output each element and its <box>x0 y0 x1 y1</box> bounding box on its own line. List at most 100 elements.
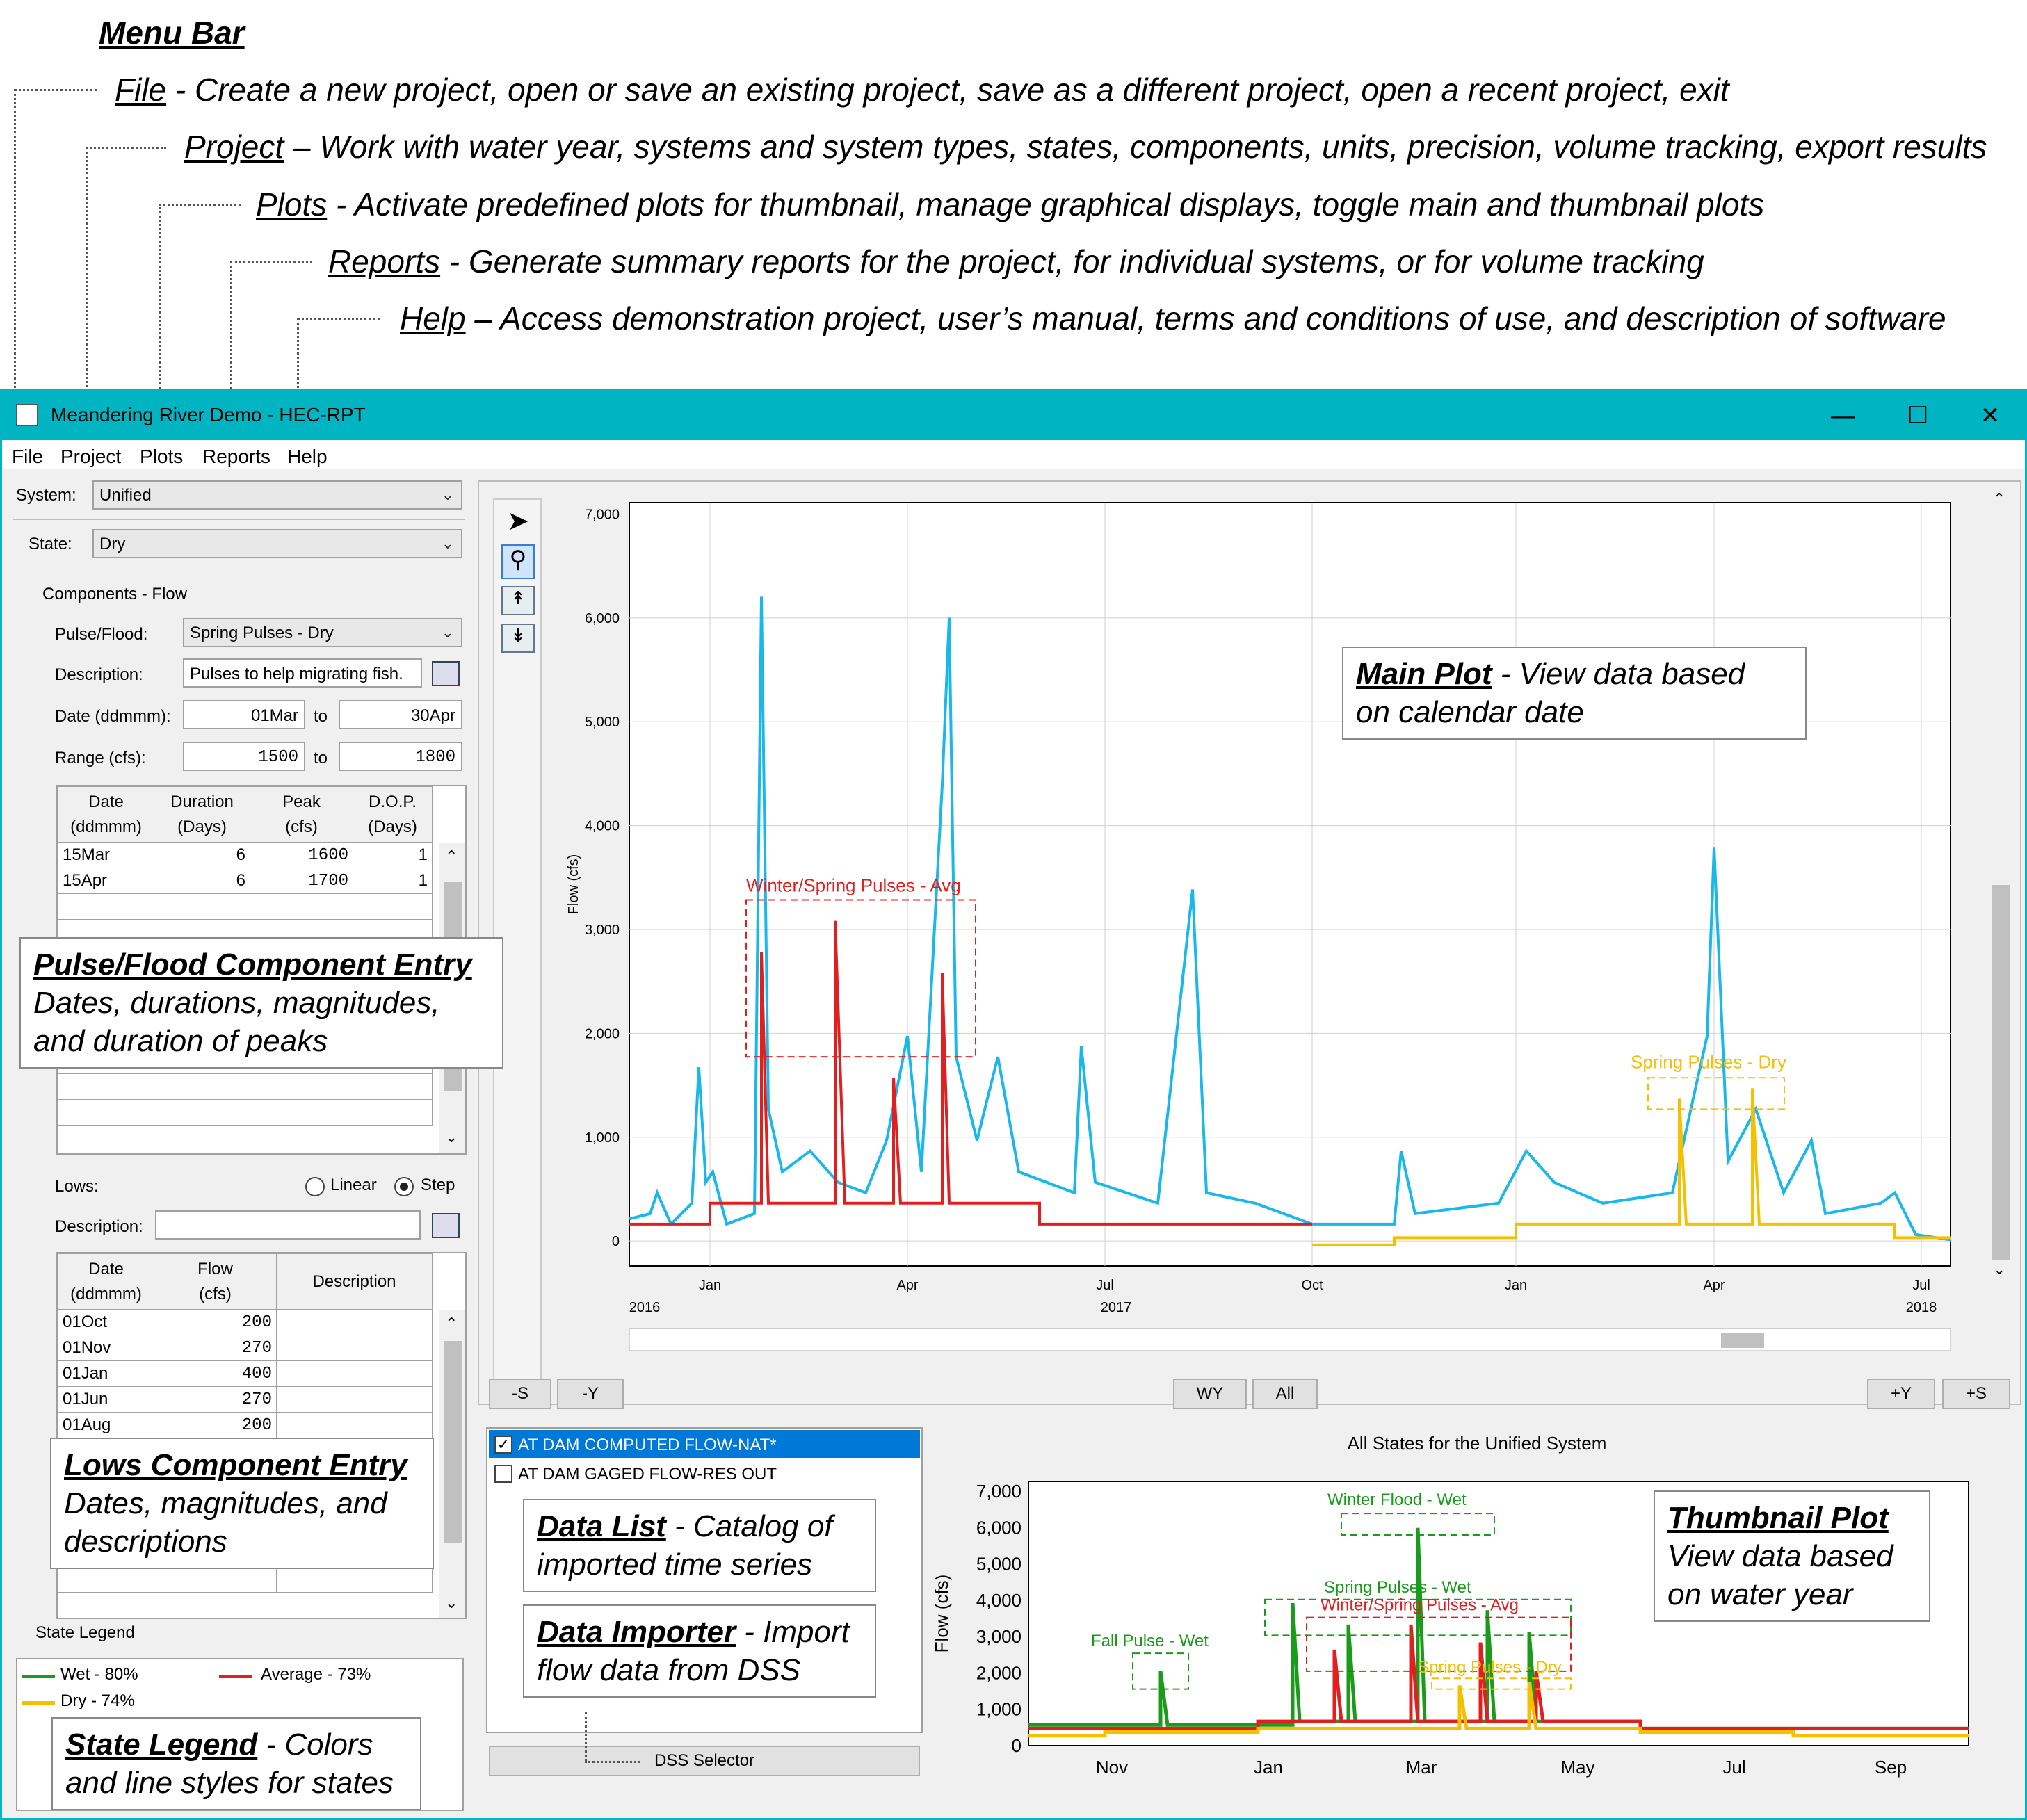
table-cell[interactable] <box>276 1360 433 1387</box>
table-cell[interactable]: 1 <box>353 842 433 868</box>
state-legend-callout: State Legend - Colors and line styles fo… <box>51 1717 421 1810</box>
y-tick-label: 6,000 <box>976 1517 1021 1538</box>
scrollbar-thumb[interactable] <box>1992 885 2010 1260</box>
menu-plots[interactable]: Plots <box>140 446 184 467</box>
chevron-up-icon[interactable]: ⌃ <box>445 847 458 865</box>
column-header[interactable]: D.O.P. (Days) <box>353 786 433 843</box>
lows-description-field[interactable] <box>155 1210 421 1240</box>
description-field[interactable]: Pulses to help migrating fish. <box>183 658 422 688</box>
range-from-field[interactable]: 1500 <box>183 742 305 771</box>
table-cell[interactable]: 15Apr <box>58 868 154 894</box>
column-header[interactable]: Duration (Days) <box>154 786 250 843</box>
checkbox[interactable] <box>494 1465 512 1483</box>
column-header[interactable]: Date (ddmmm) <box>58 786 154 843</box>
description-label: Description: <box>55 665 143 684</box>
maximize-button[interactable]: ☐ <box>1907 403 1929 429</box>
checkbox[interactable]: ✓ <box>494 1436 512 1454</box>
table-cell[interactable]: 1 <box>353 868 433 894</box>
description-editor-icon[interactable] <box>432 661 460 686</box>
chevron-down-icon[interactable]: ⌄ <box>1993 1260 2006 1278</box>
pulse-flood-combo[interactable]: Spring Pulses - Dry ⌄ <box>183 618 462 647</box>
x-tick-label: Jul <box>1722 1757 1745 1778</box>
table-row[interactable]: 01Nov 270 <box>58 1335 433 1361</box>
main-plot-vscrollbar[interactable]: ⌃ ⌄ <box>1987 482 2013 1288</box>
table-row[interactable]: 01Oct 200 <box>58 1309 433 1335</box>
linear-radio[interactable] <box>305 1177 325 1196</box>
y-axis-label: Flow (cfs) <box>931 1575 952 1653</box>
close-button[interactable]: ✕ <box>1980 403 2001 429</box>
avg-series-line <box>1028 1624 1969 1730</box>
lows-description-editor-icon[interactable] <box>432 1213 460 1238</box>
y-tick-label: 0 <box>612 1234 620 1249</box>
table-cell[interactable]: 01Jan <box>58 1360 154 1387</box>
separator <box>13 519 465 520</box>
table-cell[interactable]: 1700 <box>250 868 353 894</box>
date-to-field[interactable]: 30Apr <box>339 700 462 729</box>
table-cell[interactable] <box>276 1335 433 1361</box>
table-row[interactable]: 01Jan 400 <box>58 1360 433 1387</box>
table-cell[interactable]: 6 <box>154 842 250 868</box>
callout-line: and line styles for states <box>65 1766 394 1800</box>
table-cell[interactable]: 15Mar <box>58 842 154 868</box>
zoom-in-season-button[interactable]: +S <box>1942 1379 2010 1409</box>
table-cell[interactable]: 400 <box>154 1360 277 1387</box>
table-cell[interactable]: 6 <box>154 868 250 894</box>
list-item[interactable]: ✓ AT DAM COMPUTED FLOW-NAT* <box>489 1430 920 1458</box>
all-button[interactable]: All <box>1252 1379 1318 1409</box>
zoom-tool-icon[interactable]: ⚲ <box>501 544 535 579</box>
chevron-down-icon[interactable]: ⌄ <box>445 1128 458 1146</box>
zoom-out-year-button[interactable]: -Y <box>557 1379 624 1409</box>
pointer-tool-icon[interactable]: ➤ <box>507 507 529 536</box>
list-item[interactable]: AT DAM GAGED FLOW-RES OUT <box>489 1459 920 1487</box>
menu-project[interactable]: Project <box>60 446 122 467</box>
chevron-up-icon[interactable]: ⌃ <box>1993 490 2006 507</box>
table-row[interactable]: 15Mar 6 1600 1 <box>58 842 433 868</box>
step-radio[interactable] <box>394 1177 414 1196</box>
column-header[interactable]: Peak (cfs) <box>250 786 353 843</box>
y-tick-label: 5,000 <box>585 715 620 730</box>
state-combo[interactable]: Dry ⌄ <box>92 529 462 558</box>
column-header[interactable]: Description <box>276 1253 433 1310</box>
menu-file[interactable]: File <box>12 446 44 467</box>
date-from-field[interactable]: 01Mar <box>183 700 305 729</box>
zoom-out-season-button[interactable]: -S <box>489 1379 551 1409</box>
table-cell[interactable]: 200 <box>154 1412 277 1438</box>
table-row[interactable]: 01Aug 200 <box>58 1412 433 1438</box>
chevron-up-icon[interactable]: ⌃ <box>445 1315 458 1332</box>
system-combo[interactable]: Unified ⌄ <box>92 480 462 510</box>
window-title: Meandering River Demo - HEC-RPT <box>51 404 366 425</box>
table-cell[interactable] <box>276 1309 433 1335</box>
table-row[interactable]: 15Apr 6 1700 1 <box>58 868 433 894</box>
table-cell[interactable]: 01Nov <box>58 1335 154 1361</box>
zoom-in-year-button[interactable]: +Y <box>1867 1379 1935 1409</box>
callout-title: State Legend <box>65 1728 258 1762</box>
range-to-field[interactable]: 1800 <box>339 742 462 771</box>
lows-table-scrollbar[interactable]: ⌃ ⌄ <box>439 1310 465 1618</box>
x-tick-label: Apr <box>1703 1278 1725 1293</box>
menu-reports[interactable]: Reports <box>202 446 271 467</box>
table-cell[interactable]: 01Oct <box>58 1309 154 1335</box>
expand-vertical-icon[interactable]: ↟ <box>501 586 535 615</box>
table-cell[interactable]: 01Jun <box>58 1386 154 1413</box>
pulse-flood-label: Pulse/Flood: <box>55 625 148 644</box>
table-cell[interactable]: 01Aug <box>58 1412 154 1438</box>
x-tick-label: Mar <box>1406 1757 1437 1778</box>
water-year-button[interactable]: WY <box>1173 1379 1247 1409</box>
table-cell[interactable]: 200 <box>154 1309 277 1335</box>
table-cell[interactable]: 270 <box>154 1386 277 1413</box>
chevron-down-icon[interactable]: ⌄ <box>445 1594 458 1611</box>
importer-leader-h <box>585 1761 640 1763</box>
scrollbar-thumb[interactable] <box>444 1341 462 1543</box>
compress-vertical-icon[interactable]: ↡ <box>501 624 535 653</box>
table-cell[interactable] <box>276 1386 433 1413</box>
table-row[interactable]: 01Jun 270 <box>58 1386 433 1413</box>
minimize-button[interactable]: — <box>1831 403 1855 429</box>
column-header[interactable]: Date (ddmmm) <box>58 1253 154 1310</box>
dss-selector-button[interactable]: DSS Selector <box>489 1746 920 1776</box>
table-cell[interactable]: 1600 <box>250 842 353 868</box>
main-flow-chart[interactable]: 7,000 6,000 5,000 4,000 3,000 2,000 1,000 0 Flow… <box>549 487 1974 1384</box>
column-header[interactable]: Flow (cfs) <box>154 1253 277 1310</box>
table-cell[interactable] <box>276 1412 433 1438</box>
table-cell[interactable]: 270 <box>154 1335 277 1361</box>
menu-help[interactable]: Help <box>287 446 328 467</box>
